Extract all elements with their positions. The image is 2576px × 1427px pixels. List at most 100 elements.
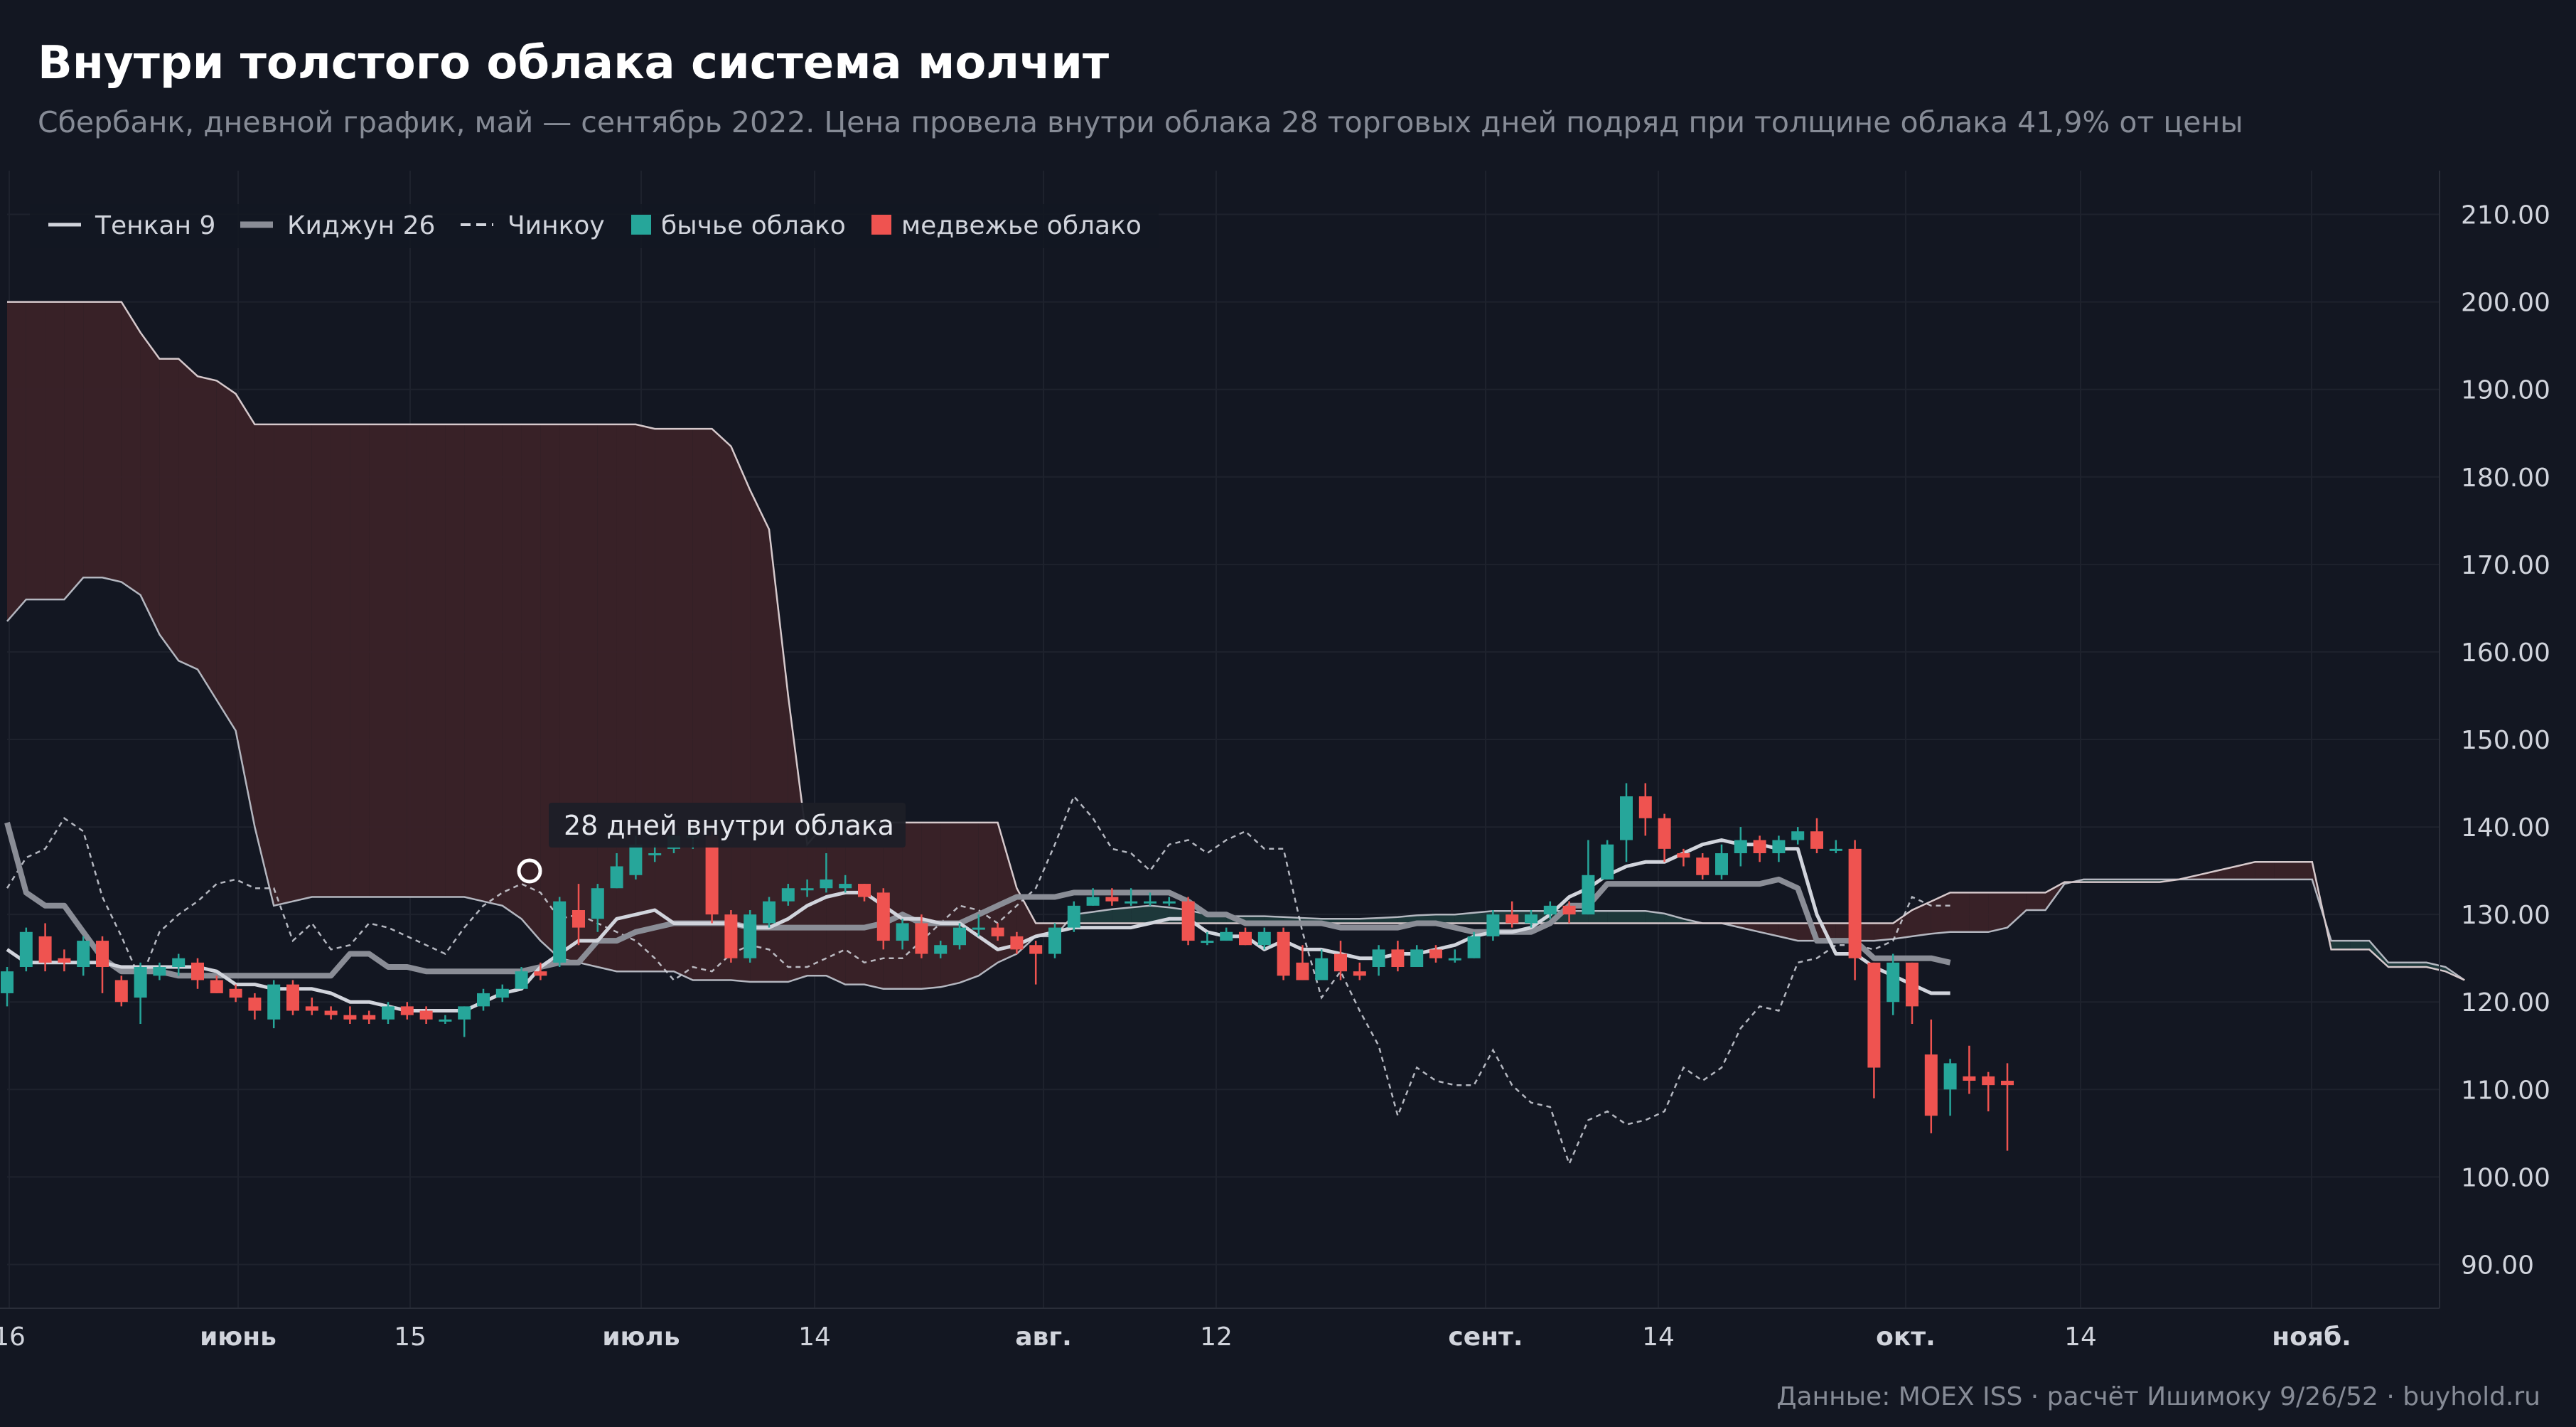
candle-body <box>1448 958 1461 961</box>
candle <box>96 936 109 993</box>
x-tick-label: авг. <box>1015 1322 1072 1351</box>
candle <box>1125 888 1138 906</box>
chart-footer: Данные: MOEX ISS · расчёт Ишимоку 9/26/5… <box>1776 1382 2540 1411</box>
candle <box>876 888 890 950</box>
candle-body <box>1525 914 1537 924</box>
candle-body <box>934 945 948 954</box>
candle-body <box>1791 831 1805 840</box>
candle-body <box>610 866 623 889</box>
candle <box>363 1010 376 1024</box>
y-tick-label: 170.00 <box>2461 551 2550 580</box>
candle-body <box>896 923 909 941</box>
candle-body <box>1467 936 1481 958</box>
bear-cloud-segment <box>2198 870 2217 880</box>
candle <box>400 1002 414 1020</box>
candle-body <box>1410 949 1424 967</box>
bull-cloud-segment <box>1454 912 1474 924</box>
chart-subtitle: Сбербанк, дневной график, май — сентябрь… <box>38 105 2243 139</box>
candle-body <box>363 1015 376 1020</box>
candle-body <box>1924 1054 1938 1116</box>
candle <box>896 919 909 950</box>
candle-body <box>267 984 281 1020</box>
candle <box>1010 931 1024 954</box>
candle <box>1525 910 1537 928</box>
legend-item: Киджун 26 <box>240 211 435 240</box>
candle-body <box>1067 905 1080 928</box>
candle-body <box>839 884 852 889</box>
y-tick-label: 160.00 <box>2461 638 2550 668</box>
candle-body <box>286 984 299 1011</box>
candle-body <box>1162 901 1176 904</box>
candle <box>2001 1063 2014 1151</box>
legend-item: Чинкоу <box>461 211 605 240</box>
bull-cloud-segment <box>2426 962 2446 972</box>
annotation-label: 28 дней внутри облака <box>564 810 894 841</box>
candle-body <box>1582 875 1595 915</box>
annotation-marker <box>517 858 542 884</box>
candle <box>343 1006 357 1024</box>
candle-body <box>210 980 223 993</box>
bear-cloud-segment <box>2007 892 2027 928</box>
candle-body <box>1982 1076 1995 1086</box>
candle <box>972 914 985 936</box>
x-tick-label: 14 <box>2064 1322 2097 1351</box>
candle-body <box>1086 897 1100 906</box>
bear-cloud-segment <box>198 376 217 700</box>
candle <box>781 884 795 906</box>
candle-body <box>1010 936 1024 950</box>
candle-body <box>1029 945 1043 954</box>
bear-cloud-segment <box>2255 862 2275 880</box>
candle-body <box>1943 1063 1957 1090</box>
candle-body <box>1543 905 1557 915</box>
candle <box>1867 962 1881 1099</box>
bear-cloud-segment <box>426 424 446 897</box>
y-tick-label: 190.00 <box>2461 376 2550 405</box>
candle <box>19 927 33 972</box>
candle <box>1086 888 1100 906</box>
bear-cloud-segment <box>45 301 65 600</box>
legend-item: бычье облако <box>631 211 846 240</box>
candle-body <box>1391 949 1405 967</box>
candle-body <box>439 1019 452 1022</box>
candle <box>114 976 128 1007</box>
candle-body <box>1677 853 1690 858</box>
candle-body <box>229 988 242 998</box>
candle <box>1220 927 1233 941</box>
bear-cloud-segment <box>1740 923 1760 932</box>
legend-swatch <box>631 215 651 235</box>
candle-body <box>343 1015 357 1020</box>
y-tick-label: 100.00 <box>2461 1163 2550 1192</box>
candle <box>1887 953 1900 1015</box>
candle <box>1467 931 1481 958</box>
y-tick-label: 140.00 <box>2461 813 2550 843</box>
candle-body <box>1562 905 1576 915</box>
candle-body <box>820 879 833 889</box>
candlesticks <box>1 783 2014 1151</box>
bear-cloud-segment <box>464 424 483 902</box>
candle-body <box>96 941 109 967</box>
bull-cloud-segment <box>1341 919 1360 924</box>
bear-cloud-segment <box>616 424 636 972</box>
bear-cloud-segment <box>674 429 693 980</box>
candle <box>839 875 852 893</box>
candle-body <box>172 958 186 967</box>
candle <box>1029 941 1043 985</box>
bear-cloud-segment <box>826 822 846 985</box>
candle <box>286 980 299 1015</box>
bull-cloud-segment <box>1131 905 1150 924</box>
bear-cloud-segment <box>655 429 674 972</box>
candle-body <box>1296 962 1309 980</box>
y-tick-label: 120.00 <box>2461 988 2550 1017</box>
candle <box>58 949 71 972</box>
candle-body <box>419 1010 433 1020</box>
candle-body <box>458 1006 471 1020</box>
legend-label: Чинкоу <box>508 211 605 240</box>
candle-body <box>114 980 128 1003</box>
bull-cloud-segment <box>1645 911 1665 924</box>
legend: Тенкан 9 Киджун 26 Чинкоу бычье облако медве… <box>30 204 1159 248</box>
legend-label: Тенкан 9 <box>95 211 215 240</box>
candle-body <box>1620 796 1633 840</box>
candle <box>1296 945 1309 980</box>
candle-body <box>724 914 738 958</box>
candle-body <box>1105 897 1119 902</box>
